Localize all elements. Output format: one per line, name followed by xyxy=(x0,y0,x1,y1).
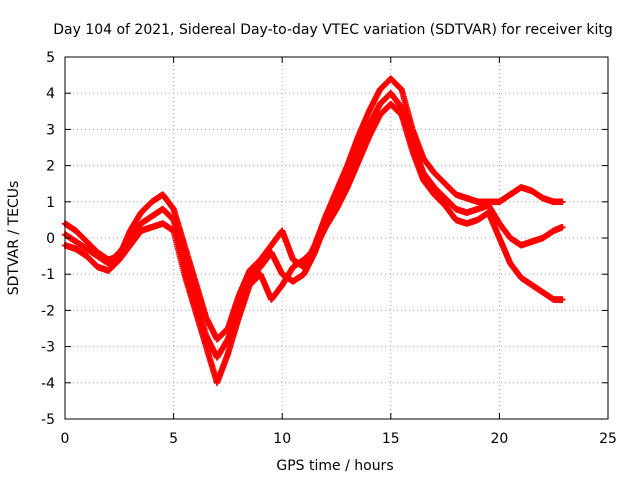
y-tick-label: 0 xyxy=(46,231,55,247)
data-points xyxy=(61,75,566,386)
y-tick-label: -5 xyxy=(41,412,55,428)
x-tick-label: 20 xyxy=(490,431,508,447)
x-tick-label: 5 xyxy=(169,431,178,447)
axis-ticks: 0 5 10 15 20 25 -5 -4 -3 -2 -1 0 1 2 3 4 5 xyxy=(41,50,617,447)
data-point xyxy=(559,296,566,303)
y-tick-label: 4 xyxy=(46,86,55,102)
x-tick-label: 10 xyxy=(273,431,291,447)
data-point xyxy=(559,223,566,231)
chart-title: Day 104 of 2021, Sidereal Day-to-day VTE… xyxy=(53,22,613,38)
y-tick-label: 5 xyxy=(46,50,55,66)
x-tick-label: 0 xyxy=(61,431,70,447)
y-tick-label: -3 xyxy=(41,340,55,356)
x-tick-label: 25 xyxy=(599,431,617,447)
y-tick-label: -1 xyxy=(41,267,55,283)
data-point xyxy=(559,198,566,205)
y-tick-label: 2 xyxy=(46,159,55,175)
y-tick-label: -4 xyxy=(41,376,55,392)
y-tick-label: 1 xyxy=(46,195,55,211)
y-tick-label: 3 xyxy=(46,122,55,138)
x-tick-label: 15 xyxy=(382,431,400,447)
x-axis-label: GPS time / hours xyxy=(276,458,393,474)
y-axis-label: SDTVAR / TECUs xyxy=(6,181,22,296)
y-tick-label: -2 xyxy=(41,303,55,319)
series-track-c xyxy=(61,100,566,386)
series-track-a xyxy=(61,75,566,343)
